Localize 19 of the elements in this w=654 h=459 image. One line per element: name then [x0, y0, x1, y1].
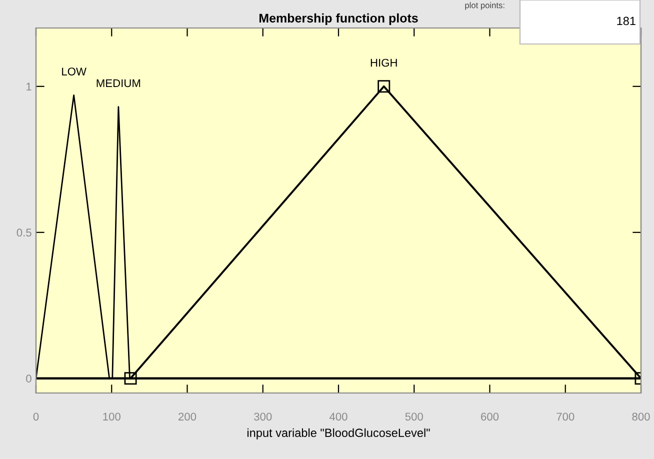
text: plot points:	[465, 2, 504, 10]
x-tick-label: 100	[103, 412, 120, 421]
x-axis-title: input variable "BloodGlucoseLevel"	[247, 428, 430, 440]
y-tick-label: 0.5	[16, 228, 32, 237]
text: MEDIUM	[96, 79, 140, 88]
x-tick-label: 800	[632, 412, 650, 421]
y-tick-label: 0	[26, 374, 32, 383]
text: LOW	[62, 68, 86, 76]
y-tick-label: 1	[26, 82, 32, 90]
x-tick-label: 200	[178, 412, 196, 421]
x-tick-label: 300	[254, 412, 272, 421]
x-tick-label: 400	[329, 412, 348, 421]
x-tick-label: 700	[556, 412, 574, 421]
x-tick-label: 500	[405, 412, 423, 421]
x-tick-label: 600	[481, 412, 499, 421]
chart-title: Membership function plots	[259, 13, 418, 26]
series-label: HIGH	[370, 58, 397, 67]
x-tick-label: 0	[33, 412, 39, 421]
text: 181	[617, 16, 636, 26]
